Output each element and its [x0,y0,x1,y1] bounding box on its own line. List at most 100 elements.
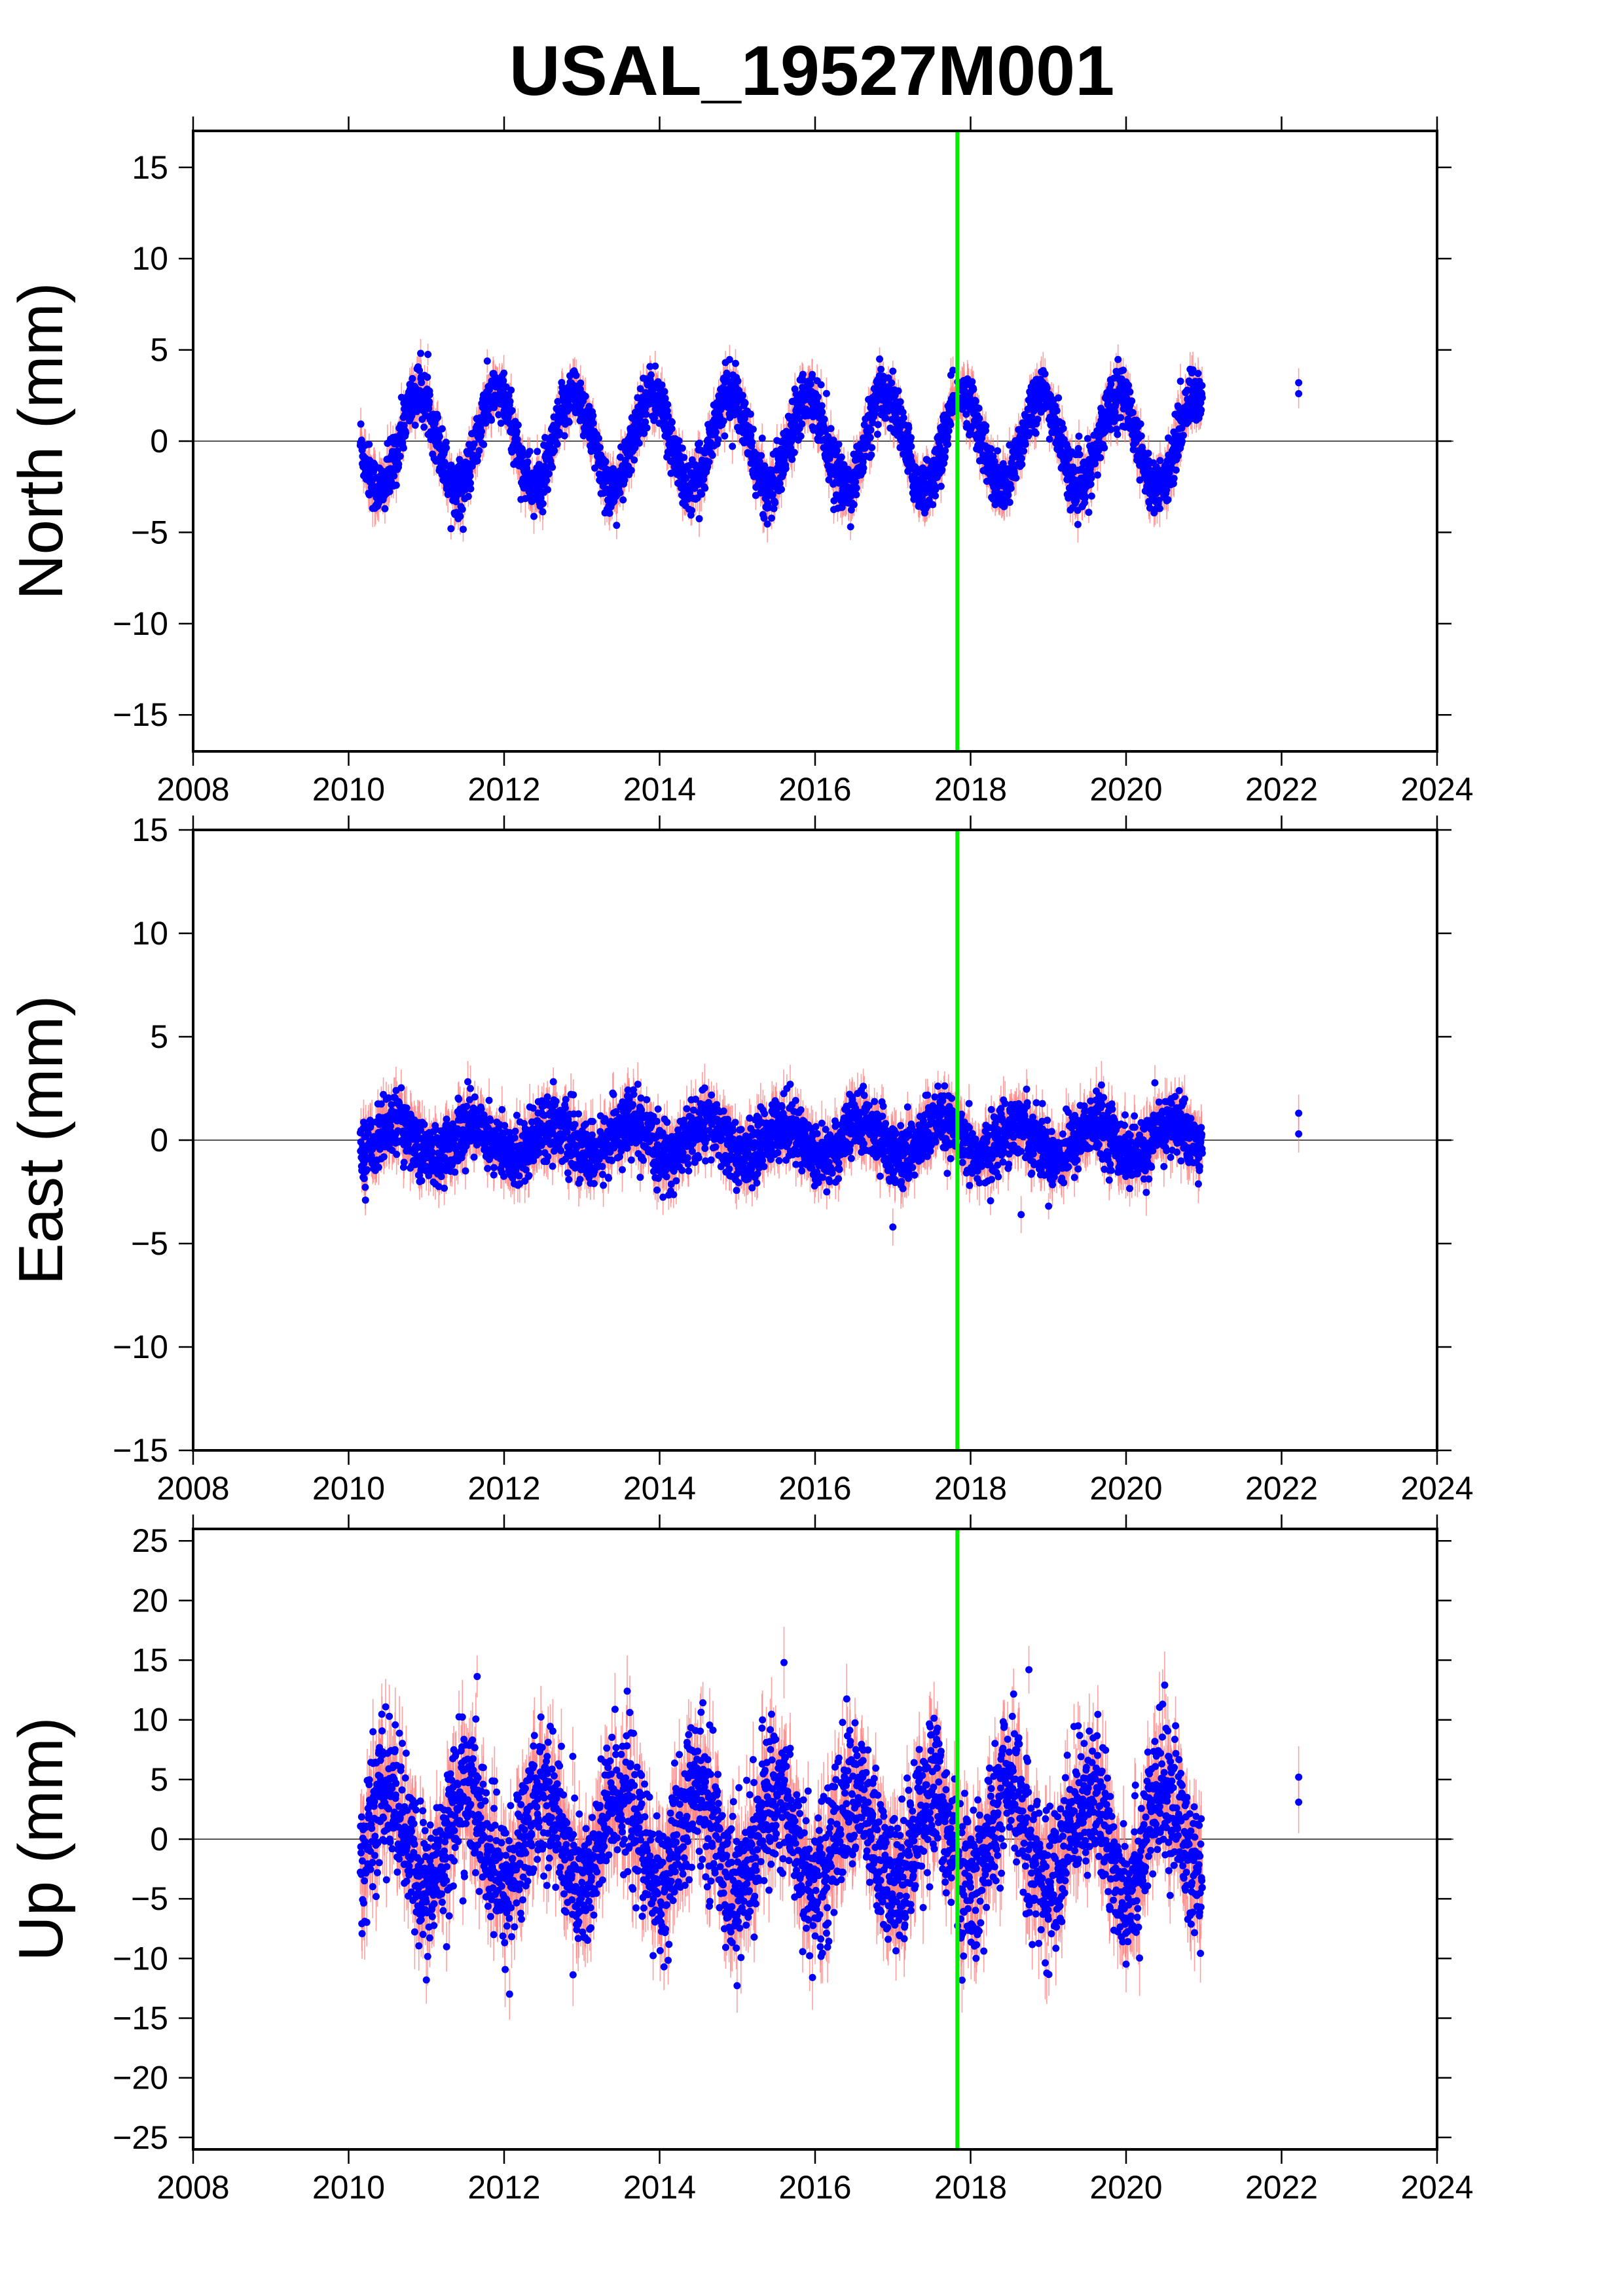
north-data-point [417,350,425,357]
north-data-point [731,359,739,367]
north-data-point [616,489,624,497]
north-data-point [543,476,551,484]
north-data-point [596,444,604,452]
north-data-point [549,463,556,471]
north-data-point [748,439,756,446]
north-data-point [757,452,765,459]
north-data-point [589,420,597,427]
north-data-point [402,429,410,437]
north-data-point [462,486,469,493]
north-data-point [443,444,450,452]
north-data-point [408,412,416,420]
north-data-point [585,403,593,410]
north-data-point [627,467,635,475]
north-data-point [572,372,580,380]
north-data-point [768,514,775,522]
north-data-point [577,379,585,387]
north-data-point [365,440,373,448]
north-data-point [473,457,481,465]
north-data-point [553,440,561,448]
north-data-point [420,423,428,431]
north-data-point [545,470,553,478]
north-data-point [357,420,365,428]
north-data-point [458,505,466,513]
north-data-point [782,465,790,473]
north-data-point [635,439,643,447]
north-data-point [616,453,624,461]
north-data-point [708,452,716,459]
north-data-point [661,387,668,395]
north-data-point [513,427,520,435]
north-data-point [508,406,516,414]
north-data-point [478,427,486,435]
north-data-point [565,418,573,426]
north-data-point [701,484,709,492]
north-data-point [807,380,814,388]
north-data-point [619,496,627,504]
north-data-point [695,515,703,523]
north-data-point [513,435,521,443]
north-data-point [589,412,597,420]
north-data-point [647,371,655,379]
north-data-points [356,350,1303,533]
north-data-point [778,486,786,493]
north-data-point [500,377,507,385]
north-data-point [537,494,545,502]
north-data-point [447,525,455,533]
north-data-point [514,421,522,429]
north-data-point [483,357,491,365]
north-data-point [397,393,405,401]
north-data-point [734,377,742,385]
north-data-point [390,472,398,480]
north-data-point [426,398,433,406]
north-data-point [790,448,798,456]
north-data-point [581,392,589,400]
north-data-point [435,433,443,440]
north-data-point [530,512,538,520]
north-data-point [411,422,419,429]
north-data-point [746,410,754,418]
north-data-point [381,505,389,512]
north-data-point [495,411,503,419]
north-data-point [560,432,568,440]
north-data-point [395,460,403,468]
figure-title: USAL_19527M001 [509,31,1115,110]
north-data-point [416,367,424,374]
north-data-point [714,436,722,444]
north-data-point [434,414,442,422]
north-data-point [688,507,696,514]
north-data-point [418,379,426,387]
north-data-point [788,456,796,463]
north-panel: 2008 2010 2012 2014 2016 2018 2020 2022 2024−15−… [6,117,1474,808]
north-data-point [467,485,475,493]
north-data-point [456,512,464,520]
north-data-point [664,401,672,408]
north-data-point [739,391,747,399]
north-data-point [651,362,659,370]
north-data-point [602,457,610,465]
north-data-point [526,448,534,456]
north-data-point [480,440,488,448]
north-data-point [809,370,816,378]
north-data-point [551,447,558,455]
north-data-point [467,479,475,487]
north-data-point [539,500,547,508]
north-data-point [680,454,688,461]
north-data-point [749,425,757,433]
north-data-point [386,488,393,495]
north-data-point [658,381,666,389]
north-data-point [424,351,432,359]
north-data-point [695,439,703,447]
north-data-point [763,520,771,528]
north-data-point [497,420,505,427]
north-data-point [678,444,686,452]
north-data-point [393,447,401,455]
north-data-point [500,369,508,377]
north-data-point [392,481,400,489]
north-data-point [606,509,613,517]
north-data-point [771,499,779,507]
north-data-point [675,437,683,445]
north-data-point [799,370,807,378]
north-data-point [490,404,498,412]
